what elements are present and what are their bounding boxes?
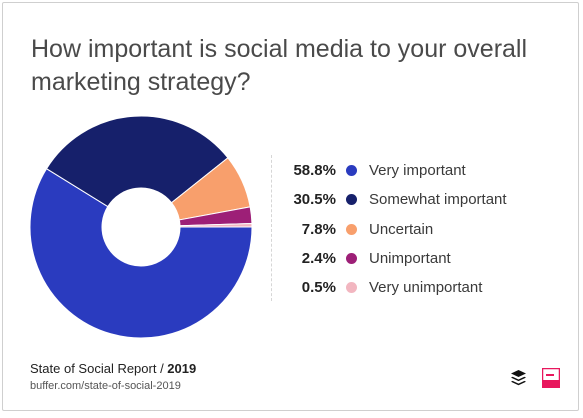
legend-swatch	[346, 282, 357, 294]
legend-swatch	[346, 223, 357, 235]
chart-legend: 58.8% Very important 30.5% Somewhat importa…	[286, 156, 576, 302]
legend-value: 7.8%	[301, 220, 336, 238]
legend-value: 2.4%	[301, 250, 336, 268]
report-year: 2019	[167, 361, 197, 376]
legend-item-somewhat-important: 30.5% Somewhat important	[286, 185, 576, 214]
legend-label: Uncertain	[369, 220, 434, 238]
layers-logo-icon	[511, 370, 526, 386]
legend-value: 58.8%	[293, 162, 336, 180]
legend-label: Somewhat important	[369, 191, 507, 209]
legend-divider	[271, 155, 272, 301]
report-name: State of Social Report /	[30, 361, 168, 376]
report-title: State of Social Report / 2019	[30, 361, 196, 376]
report-url: buffer.com/state-of-social-2019	[30, 380, 181, 392]
legend-value: 30.5%	[293, 191, 336, 209]
chart-title: How important is social media to your ov…	[31, 35, 528, 96]
chart-card: How important is social media to your ov…	[2, 2, 579, 411]
legend-item-uncertain: 7.8% Uncertain	[286, 215, 576, 244]
donut-slice-very-unimportant	[179, 222, 253, 228]
legend-value: 0.5%	[301, 279, 336, 297]
legend-item-unimportant: 2.4% Unimportant	[286, 244, 576, 273]
donut-chart	[29, 115, 253, 339]
legend-label: Unimportant	[369, 250, 451, 268]
legend-swatch	[346, 194, 357, 206]
legend-swatch	[346, 165, 357, 177]
legend-label: Very important	[369, 162, 466, 180]
legend-swatch	[346, 253, 357, 265]
legend-item-very-important: 58.8% Very important	[286, 156, 576, 185]
report-logo-icon	[542, 368, 560, 388]
donut-slice-somewhat-important	[45, 115, 229, 208]
legend-label: Very unimportant	[369, 279, 483, 297]
legend-item-very-unimportant: 0.5% Very unimportant	[286, 273, 576, 302]
donut-slice-very-important	[29, 168, 253, 339]
